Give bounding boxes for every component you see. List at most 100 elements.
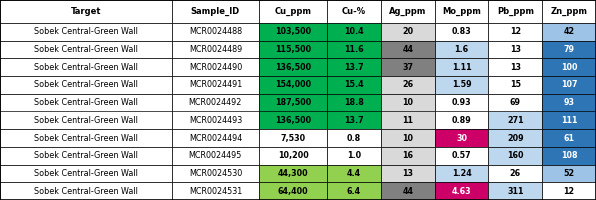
Bar	[542, 94, 596, 112]
Text: Target: Target	[70, 7, 101, 16]
Text: 7,530: 7,530	[281, 134, 306, 143]
Text: 10: 10	[402, 134, 413, 143]
Bar	[542, 182, 596, 200]
Bar	[434, 94, 489, 112]
Bar	[434, 23, 489, 41]
Text: Cu-%: Cu-%	[342, 7, 366, 16]
Bar	[489, 0, 542, 23]
Text: MCR0024530: MCR0024530	[189, 169, 242, 178]
Bar	[327, 41, 381, 58]
Text: 13.7: 13.7	[344, 63, 364, 72]
Text: 0.83: 0.83	[452, 27, 471, 36]
Bar	[381, 129, 434, 147]
Text: 11.6: 11.6	[344, 45, 364, 54]
Text: MCR0024494: MCR0024494	[189, 134, 242, 143]
Bar	[259, 112, 327, 129]
Text: 12: 12	[510, 27, 521, 36]
Text: Sample_ID: Sample_ID	[191, 7, 240, 16]
Text: MCR0024491: MCR0024491	[189, 80, 242, 89]
Bar	[172, 76, 259, 94]
Text: 108: 108	[561, 151, 578, 160]
Text: 13: 13	[402, 169, 413, 178]
Text: Sobek Central-Green Wall: Sobek Central-Green Wall	[34, 27, 138, 36]
Bar	[434, 76, 489, 94]
Text: 93: 93	[564, 98, 575, 107]
Text: 10,200: 10,200	[278, 151, 309, 160]
Text: 44: 44	[402, 187, 413, 196]
Bar	[542, 76, 596, 94]
Bar	[0, 147, 172, 165]
Bar	[172, 41, 259, 58]
Bar	[0, 41, 172, 58]
Bar	[542, 0, 596, 23]
Text: Sobek Central-Green Wall: Sobek Central-Green Wall	[34, 151, 138, 160]
Text: 37: 37	[402, 63, 413, 72]
Bar	[542, 41, 596, 58]
Text: 26: 26	[402, 80, 414, 89]
Text: 10: 10	[402, 98, 413, 107]
Text: 107: 107	[561, 80, 578, 89]
Text: 0.89: 0.89	[452, 116, 471, 125]
Bar	[381, 41, 434, 58]
Text: 115,500: 115,500	[275, 45, 311, 54]
Text: MCR0024490: MCR0024490	[189, 63, 242, 72]
Text: MCR0024493: MCR0024493	[189, 116, 242, 125]
Bar	[259, 58, 327, 76]
Bar	[259, 165, 327, 182]
Bar	[172, 58, 259, 76]
Text: 4.63: 4.63	[452, 187, 471, 196]
Text: Zn_ppm: Zn_ppm	[551, 7, 588, 16]
Bar	[381, 182, 434, 200]
Text: 44,300: 44,300	[278, 169, 309, 178]
Bar	[0, 76, 172, 94]
Bar	[0, 129, 172, 147]
Text: 20: 20	[402, 27, 414, 36]
Bar	[542, 147, 596, 165]
Bar	[489, 58, 542, 76]
Bar	[259, 0, 327, 23]
Bar	[542, 112, 596, 129]
Text: 136,500: 136,500	[275, 63, 311, 72]
Bar	[489, 94, 542, 112]
Text: 0.8: 0.8	[347, 134, 361, 143]
Bar	[259, 129, 327, 147]
Bar	[172, 165, 259, 182]
Text: Sobek Central-Green Wall: Sobek Central-Green Wall	[34, 98, 138, 107]
Text: 79: 79	[564, 45, 575, 54]
Bar	[327, 129, 381, 147]
Bar	[259, 182, 327, 200]
Bar	[0, 165, 172, 182]
Text: MCR0024488: MCR0024488	[189, 27, 242, 36]
Bar	[434, 41, 489, 58]
Text: 0.57: 0.57	[452, 151, 471, 160]
Text: Cu_ppm: Cu_ppm	[275, 7, 312, 16]
Bar	[172, 182, 259, 200]
Bar	[381, 0, 434, 23]
Bar	[0, 0, 172, 23]
Text: 209: 209	[507, 134, 524, 143]
Bar	[542, 23, 596, 41]
Bar	[434, 0, 489, 23]
Bar	[0, 23, 172, 41]
Text: 61: 61	[564, 134, 575, 143]
Text: Sobek Central-Green Wall: Sobek Central-Green Wall	[34, 169, 138, 178]
Bar	[259, 41, 327, 58]
Bar	[381, 94, 434, 112]
Text: 136,500: 136,500	[275, 116, 311, 125]
Bar	[172, 0, 259, 23]
Bar	[434, 58, 489, 76]
Bar	[381, 147, 434, 165]
Text: Ag_ppm: Ag_ppm	[389, 7, 427, 16]
Text: Mo_ppm: Mo_ppm	[442, 7, 481, 16]
Bar	[172, 147, 259, 165]
Text: 271: 271	[507, 116, 524, 125]
Text: 69: 69	[510, 98, 521, 107]
Bar	[381, 58, 434, 76]
Text: 13: 13	[510, 45, 521, 54]
Bar	[489, 23, 542, 41]
Text: 13: 13	[510, 63, 521, 72]
Text: 103,500: 103,500	[275, 27, 311, 36]
Bar	[489, 182, 542, 200]
Bar	[327, 94, 381, 112]
Bar	[542, 58, 596, 76]
